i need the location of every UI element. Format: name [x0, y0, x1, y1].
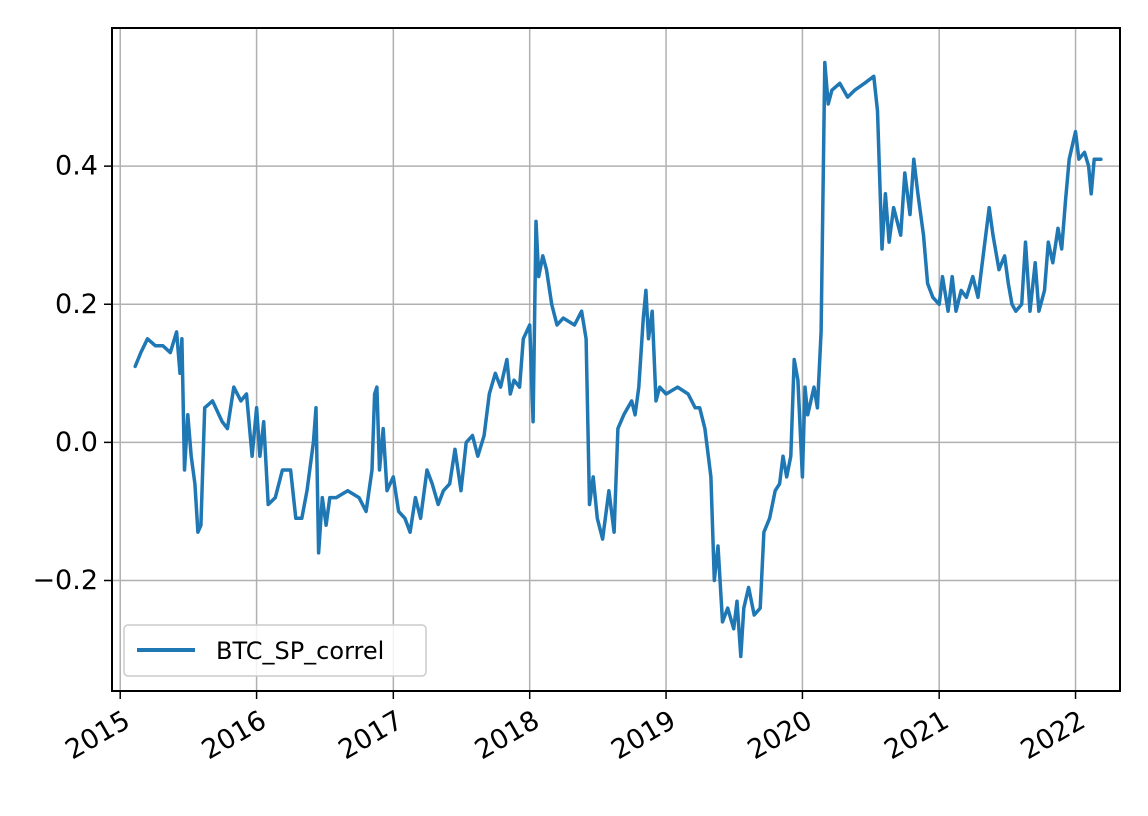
- y-tick-label: 0.2: [55, 289, 98, 320]
- x-tick-label: 2015: [60, 705, 135, 766]
- x-tick-label: 2022: [1016, 705, 1091, 766]
- series-line-BTC_SP_correl: [133, 60, 1103, 659]
- legend: BTC_SP_correl: [123, 624, 427, 677]
- x-tick-label: 2017: [333, 705, 408, 766]
- legend-box: [123, 624, 427, 677]
- y-tick-label: 0.0: [55, 427, 98, 458]
- series-layer: [133, 60, 1103, 659]
- x-tick-label: 2020: [743, 705, 818, 766]
- x-tick-label: 2019: [606, 705, 681, 766]
- x-tick-label: 2016: [197, 705, 272, 766]
- plot-frame: [111, 27, 1121, 692]
- y-tick-label: 0.4: [55, 151, 98, 182]
- x-tick-label: 2021: [879, 705, 954, 766]
- legend-label: BTC_SP_correl: [216, 637, 384, 665]
- x-tick-label: 2018: [470, 705, 545, 766]
- grid: [112, 28, 1120, 691]
- y-tick-label: −0.2: [32, 565, 98, 596]
